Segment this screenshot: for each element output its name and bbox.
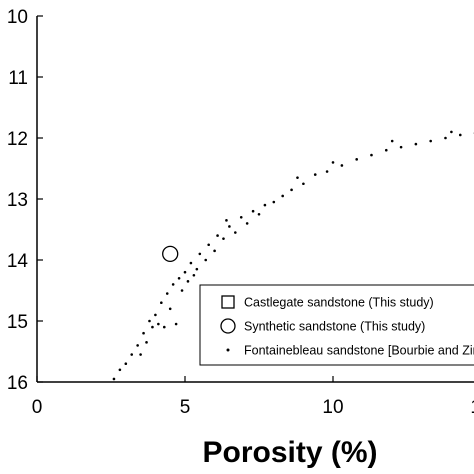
fontainebleau-point (154, 313, 157, 317)
fontainebleau-point (168, 307, 172, 311)
fontainebleau-point (313, 173, 317, 176)
x-tick-label: 5 (180, 397, 191, 418)
x-tick-label: 15 (470, 397, 474, 418)
fontainebleau-point (160, 301, 163, 305)
legend-box (199, 284, 474, 366)
legend-label: Synthetic sandstone (This study) (244, 320, 425, 334)
x-axis-title: Porosity (%) (202, 436, 377, 469)
y-tick-label: 10 (7, 7, 28, 28)
fontainebleau-point (399, 145, 403, 149)
data-marks (112, 130, 474, 381)
fontainebleau-point (302, 182, 305, 186)
fontainebleau-point (251, 209, 255, 213)
fontainebleau-point (222, 237, 225, 240)
y-tick-label: 13 (7, 190, 28, 211)
fontainebleau-point (192, 273, 196, 277)
fontainebleau-point (281, 194, 284, 198)
fontainebleau-point (216, 234, 219, 237)
x-tick-label: 10 (322, 397, 343, 418)
y-ticks: 10 11 12 13 14 15 16 (7, 7, 43, 394)
fontainebleau-point (174, 322, 178, 326)
fontainebleau-point (171, 283, 175, 286)
fontainebleau-point (148, 319, 151, 323)
fontainebleau-point (450, 130, 453, 134)
fontainebleau-point (429, 139, 432, 143)
fontainebleau-point (245, 222, 249, 225)
fontainebleau-point (142, 331, 145, 335)
legend: Castlegate sandstone (This study) Synthet… (199, 284, 474, 366)
fontainebleau-point (234, 231, 237, 234)
fontainebleau-point (180, 289, 184, 292)
fontainebleau-point (340, 164, 344, 167)
fontainebleau-point (272, 200, 276, 204)
y-tick-label: 16 (7, 373, 28, 394)
legend-circle-marker (220, 318, 236, 334)
fontainebleau-point (290, 188, 293, 192)
fontainebleau-point (136, 344, 139, 347)
fontainebleau-point (228, 225, 231, 228)
fontainebleau-point (165, 292, 169, 295)
legend-dot-marker (226, 348, 230, 352)
fontainebleau-point (414, 142, 418, 146)
fontainebleau-point (207, 243, 210, 247)
fontainebleau-point (195, 267, 199, 271)
fontainebleau-point (189, 261, 193, 265)
y-tick-label: 14 (7, 251, 29, 272)
fontainebleau-point (151, 325, 154, 329)
fontainebleau-point (204, 258, 208, 262)
legend-label: Castlegate sandstone (This study) (244, 296, 434, 310)
fontainebleau-point (145, 341, 148, 344)
fontainebleau-point (390, 139, 394, 143)
fontainebleau-point (384, 148, 388, 152)
fontainebleau-point (257, 212, 261, 216)
fontainebleau-point (177, 277, 181, 280)
y-tick-label: 11 (8, 68, 28, 89)
fontainebleau-point (186, 280, 190, 283)
fontainebleau-point (157, 322, 160, 326)
fontainebleau-point (355, 158, 358, 161)
y-tick-label: 12 (7, 129, 28, 150)
fontainebleau-point (239, 216, 243, 219)
synthetic-point (162, 245, 179, 263)
fontainebleau-point (331, 161, 335, 164)
fontainebleau-point (130, 353, 134, 356)
x-ticks: 05101520253 (32, 376, 474, 418)
fontainebleau-point (124, 362, 128, 366)
fontainebleau-point (118, 368, 122, 372)
fontainebleau-point (370, 153, 373, 157)
fontainebleau-point (139, 353, 142, 356)
y-tick-label: 15 (7, 312, 28, 333)
fontainebleau-point (183, 270, 187, 274)
fontainebleau-point (225, 219, 228, 222)
x-tick-label: 0 (32, 397, 43, 418)
legend-label: Fontainebleau sandstone [Bourbie and Zin… (244, 344, 474, 358)
legend-square-marker (221, 295, 235, 309)
fontainebleau-point (444, 136, 447, 140)
fontainebleau-point (296, 176, 299, 179)
fontainebleau-point (458, 133, 462, 137)
fontainebleau-point (162, 325, 166, 329)
fontainebleau-point (198, 252, 202, 256)
fontainebleau-point (112, 377, 116, 381)
fontainebleau-point (325, 170, 329, 173)
fontainebleau-point (263, 203, 267, 207)
fontainebleau-point (213, 249, 216, 253)
